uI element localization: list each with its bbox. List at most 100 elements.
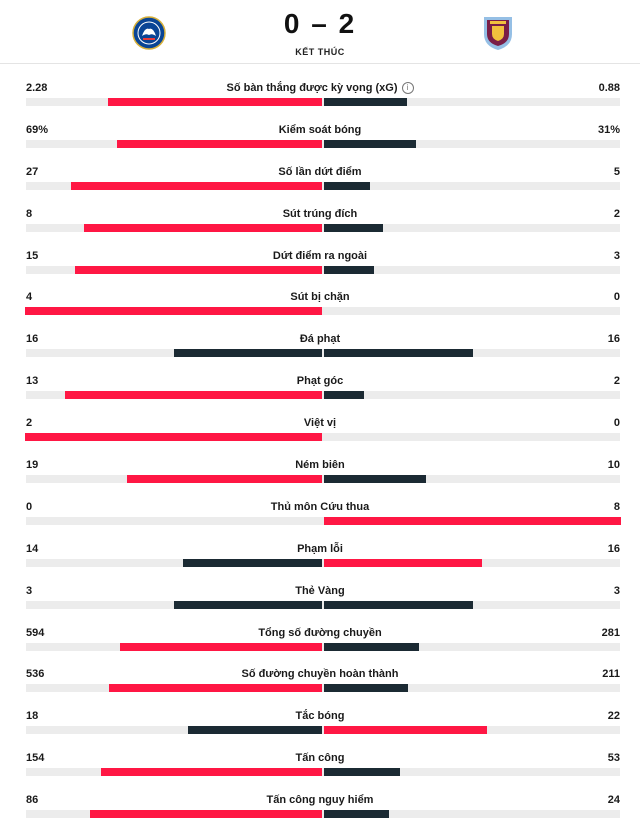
info-icon[interactable]: i bbox=[401, 82, 414, 94]
stat-label: Số đường chuyền hoàn thành bbox=[241, 668, 399, 681]
away-value: 16 bbox=[607, 333, 620, 346]
home-bar bbox=[188, 726, 322, 735]
home-bar bbox=[71, 181, 322, 190]
home-value: 154 bbox=[26, 752, 45, 765]
stat-label: Ném biên bbox=[295, 459, 345, 472]
stat-row: 8 Sút trúng đích 2 bbox=[0, 193, 640, 235]
away-bar bbox=[324, 642, 420, 651]
home-bar bbox=[74, 265, 322, 274]
stat-row: 15 Dứt điểm ra ngoài 3 bbox=[0, 235, 640, 277]
home-bar bbox=[183, 558, 322, 567]
home-value: 8 bbox=[26, 207, 33, 220]
home-bar bbox=[127, 475, 322, 484]
stat-track bbox=[26, 475, 620, 484]
away-value: 3 bbox=[613, 584, 620, 597]
match-score: 0 – 2 bbox=[283, 8, 357, 39]
stat-row: 536 Số đường chuyền hoàn thành 211 bbox=[0, 653, 640, 695]
away-value: 22 bbox=[607, 710, 620, 723]
home-value: 14 bbox=[26, 542, 39, 555]
away-bar bbox=[324, 475, 427, 484]
stat-row: 594 Tổng số đường chuyền 281 bbox=[0, 612, 640, 654]
home-bar bbox=[101, 768, 322, 777]
stat-label: Việt vị bbox=[303, 417, 337, 430]
away-value: 2 bbox=[613, 375, 620, 388]
stat-track bbox=[26, 684, 620, 693]
chelsea-crest-icon[interactable] bbox=[132, 14, 166, 52]
home-bar bbox=[25, 307, 322, 316]
stat-label: Dứt điểm ra ngoài bbox=[272, 249, 368, 262]
stat-row: 2 Việt vị 0 bbox=[0, 402, 640, 444]
home-bar bbox=[173, 600, 322, 609]
home-bar bbox=[89, 810, 322, 819]
stat-track bbox=[26, 139, 620, 148]
away-value: 10 bbox=[607, 459, 620, 472]
away-value: 0 bbox=[613, 291, 620, 304]
stat-row: 4 Sút bị chặn 0 bbox=[0, 276, 640, 318]
away-value: 211 bbox=[602, 668, 620, 681]
stat-row: 154 Tấn công 53 bbox=[0, 737, 640, 779]
home-value: 536 bbox=[26, 668, 45, 681]
home-bar bbox=[25, 433, 322, 442]
home-bar bbox=[117, 139, 322, 148]
stat-track bbox=[26, 433, 620, 442]
away-value: 5 bbox=[613, 165, 620, 178]
home-value: 0 bbox=[26, 500, 33, 513]
stat-track bbox=[26, 558, 620, 567]
away-value: 53 bbox=[607, 752, 620, 765]
away-value: 24 bbox=[607, 794, 620, 807]
home-value: 18 bbox=[26, 710, 39, 723]
away-bar bbox=[324, 349, 473, 358]
stat-track bbox=[26, 810, 620, 819]
match-header: 0 – 2 KẾT THÚC bbox=[0, 0, 640, 64]
home-value: 13 bbox=[26, 375, 39, 388]
stat-row: 13 Phạt góc 2 bbox=[0, 360, 640, 402]
stat-label: Số bàn thắng được kỳ vọng (xG) i bbox=[170, 82, 470, 94]
home-bar bbox=[173, 349, 322, 358]
stat-track bbox=[26, 391, 620, 400]
away-bar bbox=[324, 223, 384, 232]
stat-row: 0 Thủ môn Cứu thua 8 bbox=[0, 486, 640, 528]
stat-label: Thủ môn Cứu thua bbox=[270, 500, 370, 513]
aston-villa-crest-icon[interactable] bbox=[481, 14, 515, 52]
away-value: 8 bbox=[613, 500, 620, 513]
home-bar bbox=[84, 223, 322, 232]
away-value: 0 bbox=[613, 417, 620, 430]
stat-track bbox=[26, 516, 620, 525]
stat-track bbox=[26, 642, 620, 651]
stat-label: Phạt góc bbox=[296, 375, 344, 388]
home-value: 19 bbox=[26, 459, 39, 472]
stat-track bbox=[26, 349, 620, 358]
stat-label: Sút trúng đích bbox=[282, 207, 358, 220]
match-status: KẾT THÚC bbox=[295, 47, 345, 57]
stat-label: Tổng số đường chuyền bbox=[258, 626, 382, 639]
away-value: 16 bbox=[607, 542, 620, 555]
home-value: 2.28 bbox=[26, 82, 48, 94]
stat-row: 86 Tấn công nguy hiểm 24 bbox=[0, 779, 640, 821]
away-bar bbox=[324, 600, 473, 609]
home-value: 69% bbox=[26, 123, 49, 136]
stat-label: Tấn công bbox=[295, 752, 345, 765]
stat-label: Số lần dứt điểm bbox=[278, 165, 362, 178]
stat-row: 2.28 Số bàn thắng được kỳ vọng (xG) i 0.88 bbox=[0, 67, 640, 109]
stat-track bbox=[26, 181, 620, 190]
stat-label: Thẻ Vàng bbox=[295, 584, 345, 597]
stat-row: 19 Ném biên 10 bbox=[0, 444, 640, 486]
stat-track bbox=[26, 223, 620, 232]
home-bar bbox=[120, 642, 322, 651]
stat-track bbox=[26, 98, 620, 106]
stat-track bbox=[26, 600, 620, 609]
away-value: 281 bbox=[601, 626, 620, 639]
stat-row: 69% Kiểm soát bóng 31% bbox=[0, 109, 640, 151]
home-bar bbox=[107, 98, 322, 106]
home-bar bbox=[108, 684, 322, 693]
stat-track bbox=[26, 307, 620, 316]
away-value: 31% bbox=[597, 123, 620, 136]
stat-track bbox=[26, 726, 620, 735]
home-value: 4 bbox=[26, 291, 33, 304]
away-bar bbox=[324, 516, 621, 525]
stat-label: Đá phạt bbox=[299, 333, 341, 346]
stat-track bbox=[26, 265, 620, 274]
away-bar bbox=[324, 98, 407, 106]
stat-row: 14 Phạm lỗi 16 bbox=[0, 528, 640, 570]
away-bar bbox=[324, 391, 364, 400]
